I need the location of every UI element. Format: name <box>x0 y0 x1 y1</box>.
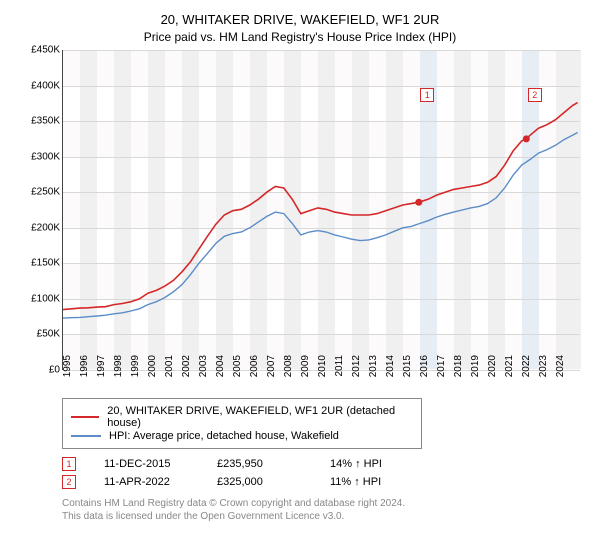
transaction-point <box>523 135 530 142</box>
x-axis-label: 2003 <box>198 355 209 383</box>
y-axis-label: £50K <box>20 329 60 340</box>
x-axis-label: 1998 <box>113 355 124 383</box>
x-axis-label: 2021 <box>504 355 515 383</box>
y-axis-label: £250K <box>20 187 60 198</box>
chart-title: 20, WHITAKER DRIVE, WAKEFIELD, WF1 2UR <box>10 12 590 27</box>
y-axis-label: £200K <box>20 222 60 233</box>
x-axis-label: 2012 <box>351 355 362 383</box>
x-axis-label: 2017 <box>436 355 447 383</box>
y-axis-label: £350K <box>20 116 60 127</box>
x-axis-label: 2000 <box>147 355 158 383</box>
x-axis-label: 1996 <box>79 355 90 383</box>
y-axis-label: £150K <box>20 258 60 269</box>
transaction-marker-icon: 2 <box>528 88 542 102</box>
y-axis-label: £0 <box>20 365 60 376</box>
chart-area: 12 £0£50K£100K£150K£200K£250K£300K£350K£… <box>20 50 580 390</box>
x-axis-label: 2015 <box>402 355 413 383</box>
x-axis-label: 2005 <box>232 355 243 383</box>
x-axis-label: 2013 <box>368 355 379 383</box>
x-axis-label: 1995 <box>62 355 73 383</box>
legend-swatch-icon <box>71 435 101 437</box>
footer-line: Contains HM Land Registry data © Crown c… <box>62 497 590 510</box>
x-axis-label: 1997 <box>96 355 107 383</box>
series-line <box>63 103 578 310</box>
x-axis-label: 2009 <box>300 355 311 383</box>
transaction-number-icon: 1 <box>62 457 76 471</box>
legend-label: 20, WHITAKER DRIVE, WAKEFIELD, WF1 2UR (… <box>107 405 413 429</box>
transaction-price: £235,950 <box>217 458 302 470</box>
y-axis-label: £400K <box>20 80 60 91</box>
legend-label: HPI: Average price, detached house, Wake… <box>109 430 339 442</box>
x-axis-label: 2004 <box>215 355 226 383</box>
transaction-delta: 11% ↑ HPI <box>330 476 415 488</box>
x-axis-label: 2022 <box>521 355 532 383</box>
legend-item: HPI: Average price, detached house, Wake… <box>71 430 413 442</box>
transaction-delta: 14% ↑ HPI <box>330 458 415 470</box>
transaction-table: 1 11-DEC-2015 £235,950 14% ↑ HPI 2 11-APR-202… <box>62 457 590 489</box>
x-axis-label: 2014 <box>385 355 396 383</box>
x-axis-label: 2001 <box>164 355 175 383</box>
x-axis-label: 1999 <box>130 355 141 383</box>
legend-item: 20, WHITAKER DRIVE, WAKEFIELD, WF1 2UR (… <box>71 405 413 429</box>
x-axis-label: 2007 <box>266 355 277 383</box>
x-axis-label: 2016 <box>419 355 430 383</box>
transaction-point <box>415 199 422 206</box>
footer-line: This data is licensed under the Open Gov… <box>62 510 590 523</box>
transaction-price: £325,000 <box>217 476 302 488</box>
transaction-date: 11-APR-2022 <box>104 476 189 488</box>
transaction-row: 2 11-APR-2022 £325,000 11% ↑ HPI <box>62 475 590 489</box>
legend: 20, WHITAKER DRIVE, WAKEFIELD, WF1 2UR (… <box>62 398 422 449</box>
transaction-date: 11-DEC-2015 <box>104 458 189 470</box>
x-axis-label: 2010 <box>317 355 328 383</box>
y-axis-label: £450K <box>20 45 60 56</box>
transaction-marker-icon: 1 <box>420 88 434 102</box>
x-axis-label: 2019 <box>470 355 481 383</box>
y-axis-label: £300K <box>20 151 60 162</box>
x-axis-label: 2020 <box>487 355 498 383</box>
attribution-footer: Contains HM Land Registry data © Crown c… <box>62 497 590 523</box>
x-axis-label: 2023 <box>538 355 549 383</box>
legend-swatch-icon <box>71 416 99 418</box>
transaction-row: 1 11-DEC-2015 £235,950 14% ↑ HPI <box>62 457 590 471</box>
x-axis-label: 2024 <box>555 355 566 383</box>
x-axis-label: 2002 <box>181 355 192 383</box>
x-axis-label: 2011 <box>334 355 345 383</box>
series-line <box>63 133 578 319</box>
line-series <box>63 50 580 369</box>
chart-subtitle: Price paid vs. HM Land Registry's House … <box>10 30 590 44</box>
chart-container: 20, WHITAKER DRIVE, WAKEFIELD, WF1 2UR P… <box>0 0 600 560</box>
plot-region: 12 <box>62 50 580 370</box>
x-axis-label: 2006 <box>249 355 260 383</box>
x-axis-label: 2008 <box>283 355 294 383</box>
x-axis-label: 2018 <box>453 355 464 383</box>
transaction-number-icon: 2 <box>62 475 76 489</box>
y-axis-label: £100K <box>20 293 60 304</box>
